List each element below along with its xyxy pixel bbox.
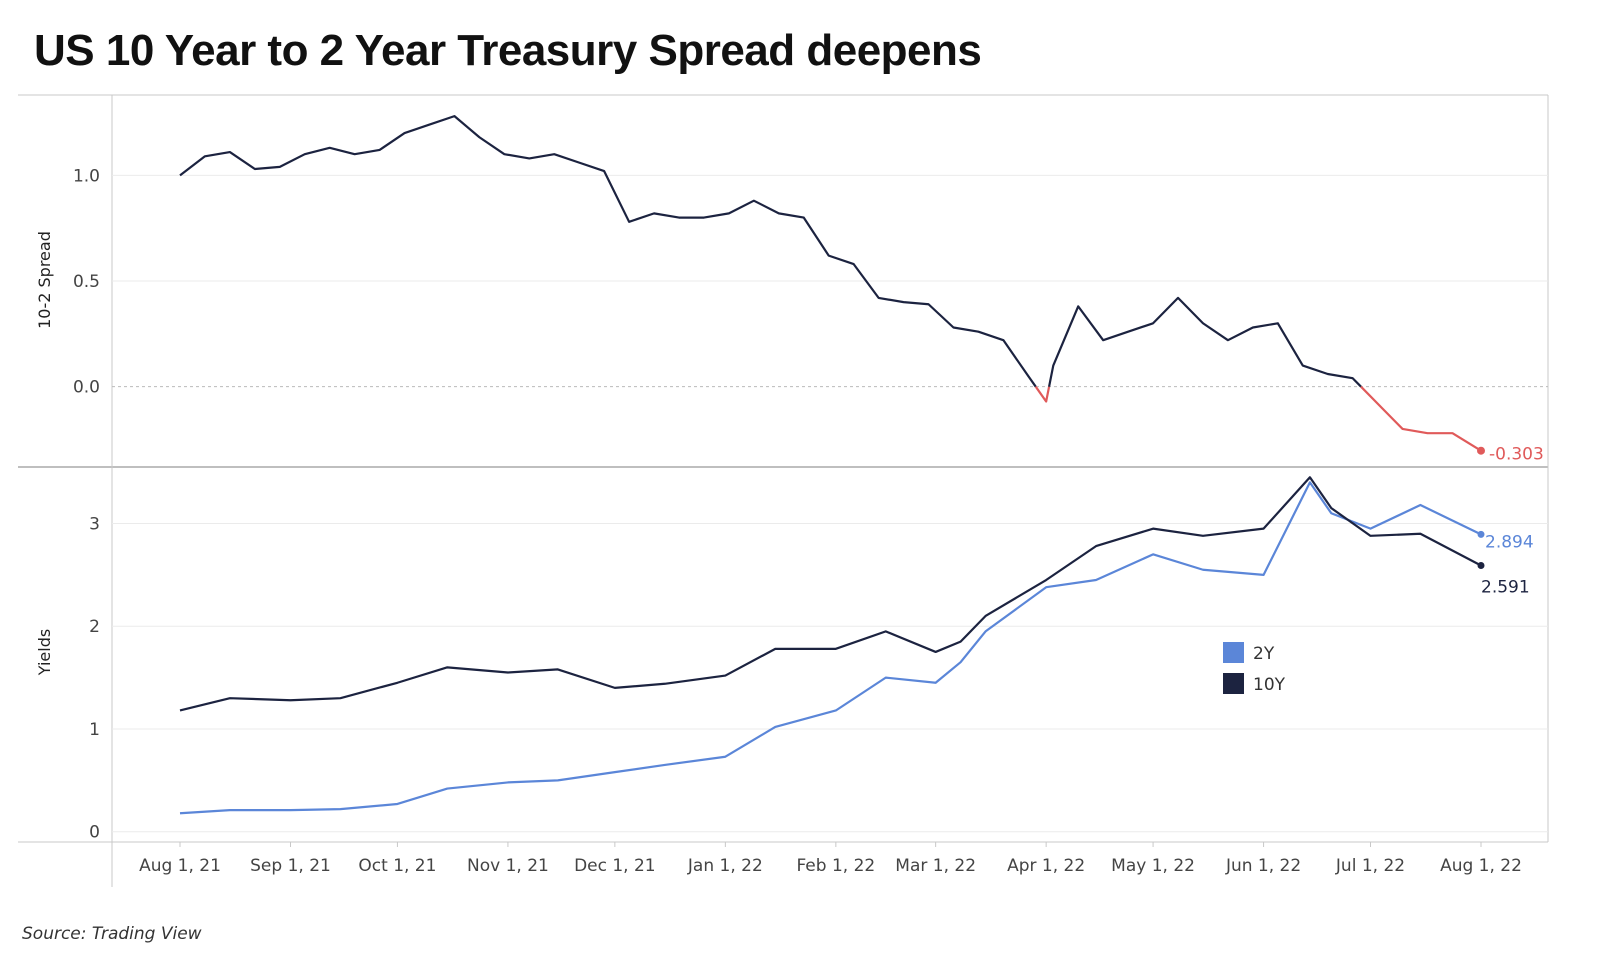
x-tick-label: Mar 1, 22 [895, 856, 976, 876]
spread-y-axis-title: 10-2 Spread [35, 231, 54, 329]
y-tick-label: 0.5 [73, 272, 100, 292]
spread-line [179, 115, 1037, 388]
x-tick-label: Jul 1, 22 [1335, 856, 1405, 876]
y-tick-label: 1 [89, 720, 100, 740]
x-tick-label: Aug 1, 21 [139, 856, 221, 876]
y-tick-label: 0.0 [73, 378, 100, 398]
yield-end-label-2y: 2.894 [1485, 532, 1534, 552]
yields-y-ticks: 3 2 1 0 [89, 515, 100, 843]
x-tick-label: Jun 1, 22 [1225, 856, 1301, 876]
spread-lines [179, 115, 1485, 455]
x-tick-label: Jan 1, 22 [687, 856, 763, 876]
y-tick-label: 0 [89, 823, 100, 843]
legend-label-10y: 10Y [1253, 675, 1286, 695]
yield-end-point-2y [1477, 530, 1485, 538]
legend-swatch-2y [1223, 642, 1244, 663]
x-tick-label: Oct 1, 21 [358, 856, 436, 876]
source-note: Source: Trading View [22, 924, 202, 944]
yields-lines [179, 476, 1485, 815]
chart-title: US 10 Year to 2 Year Treasury Spread dee… [34, 26, 982, 75]
x-tick-label: May 1, 22 [1111, 856, 1195, 876]
spread-gridlines [112, 174, 1548, 388]
x-tick-label: Sep 1, 21 [250, 856, 331, 876]
y-tick-label: 3 [89, 515, 100, 535]
yields-gridlines [112, 523, 1548, 833]
spread-end-point [1477, 446, 1485, 455]
legend: 2Y 10Y [1223, 642, 1286, 695]
chart-frame [18, 94, 1549, 887]
x-tick-label: Feb 1, 22 [796, 856, 875, 876]
spread-y-ticks: 1.0 0.5 0.0 [73, 166, 100, 397]
x-tick-label: Nov 1, 21 [467, 856, 549, 876]
yield-end-label-10y: 2.591 [1481, 578, 1530, 598]
end-labels: -0.303 2.894 2.591 [1481, 445, 1544, 598]
legend-label-2y: 2Y [1253, 644, 1275, 664]
y-tick-label: 1.0 [73, 166, 100, 186]
spread-end-label: -0.303 [1489, 445, 1544, 465]
yield-line-10y [179, 476, 1482, 712]
x-tick-label: Apr 1, 22 [1007, 856, 1085, 876]
yields-y-axis-title: Yields [35, 629, 54, 676]
spread-line-negative [1034, 386, 1051, 403]
yield-line-2y [179, 481, 1482, 815]
x-axis-ticks: Aug 1, 21 Sep 1, 21 Oct 1, 21 Nov 1, 21 Dec … [139, 842, 1522, 876]
x-tick-label: Aug 1, 22 [1440, 856, 1522, 876]
spread-line-negative [1360, 385, 1482, 452]
x-tick-label: Dec 1, 21 [574, 856, 656, 876]
y-tick-label: 2 [89, 617, 100, 637]
yield-end-point-10y [1477, 562, 1485, 570]
spread-line [1048, 296, 1362, 388]
legend-swatch-10y [1223, 673, 1244, 694]
